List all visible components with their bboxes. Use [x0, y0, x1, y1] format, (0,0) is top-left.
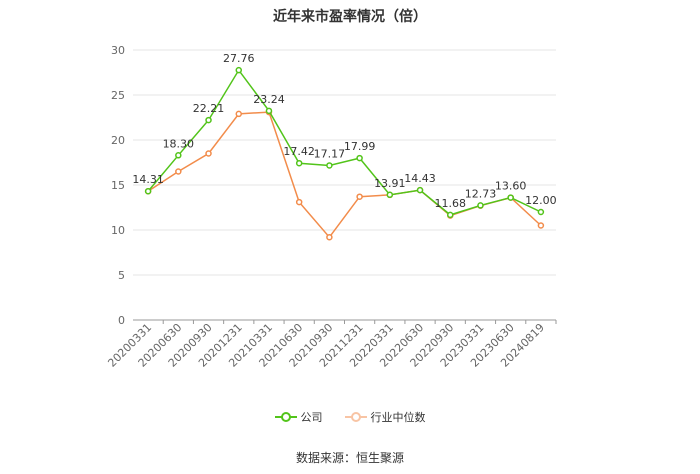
data-point-company[interactable] [144, 187, 152, 195]
data-point-company[interactable] [205, 116, 212, 124]
data-point-company[interactable] [386, 191, 394, 199]
legend-label-company: 公司 [300, 411, 323, 424]
data-point-company[interactable] [477, 202, 484, 209]
data-label-company: 13.60 [495, 180, 527, 193]
data-label-company: 23.24 [253, 93, 285, 106]
y-tick-label: 30 [111, 44, 125, 57]
data-label-company: 14.31 [132, 173, 164, 186]
data-label-company: 17.17 [314, 147, 346, 160]
data-point-industry-median[interactable] [537, 222, 545, 229]
data-point-company[interactable] [295, 159, 303, 167]
legend-swatch-industry-median [344, 412, 367, 422]
data-point-company[interactable] [537, 208, 545, 216]
data-label-company: 17.42 [283, 145, 315, 158]
data-point-industry-median[interactable] [356, 193, 363, 200]
series-line-industry-median [147, 111, 542, 239]
data-point-company[interactable] [507, 194, 514, 201]
data-point-company[interactable] [356, 154, 363, 162]
data-label-company: 12.73 [465, 187, 497, 200]
data-point-company[interactable] [447, 211, 454, 219]
chart-title: 近年来市盈率情况（倍） [273, 9, 427, 25]
data-point-industry-median[interactable] [175, 168, 182, 175]
data-point-company[interactable] [416, 186, 424, 194]
data-label-company: 22.21 [193, 102, 225, 115]
data-point-industry-median[interactable] [326, 233, 333, 241]
data-point-company[interactable] [265, 107, 273, 115]
data-label-company: 12.00 [525, 194, 557, 207]
y-tick-label: 10 [111, 224, 125, 237]
series-line-company [147, 68, 542, 216]
data-point-industry-median[interactable] [295, 198, 303, 206]
data-point-industry-median[interactable] [205, 150, 212, 157]
data-point-industry-median[interactable] [235, 110, 242, 118]
data-point-company[interactable] [326, 162, 333, 169]
y-tick-label: 0 [118, 314, 125, 327]
data-label-company: 18.30 [163, 137, 195, 150]
legend-swatch-company [274, 412, 297, 422]
data-label-company: 14.43 [404, 172, 436, 185]
legend-item-industry-median[interactable]: 行业中位数 [344, 409, 426, 425]
legend: 公司 行业中位数 [0, 409, 700, 425]
y-tick-label: 20 [111, 134, 125, 147]
data-label-company: 27.76 [223, 52, 255, 65]
data-source: 数据来源：恒生聚源 [295, 451, 404, 465]
data-label-company: 11.68 [435, 197, 467, 210]
y-tick-label: 5 [118, 269, 125, 282]
legend-label-industry-median: 行业中位数 [370, 411, 426, 424]
data-label-company: 17.99 [344, 140, 376, 153]
legend-item-company[interactable]: 公司 [274, 409, 323, 425]
data-label-company: 13.91 [374, 177, 406, 190]
data-point-company[interactable] [175, 152, 182, 159]
y-tick-label: 25 [111, 89, 125, 102]
data-point-company[interactable] [235, 66, 242, 74]
y-tick-label: 15 [111, 179, 125, 192]
